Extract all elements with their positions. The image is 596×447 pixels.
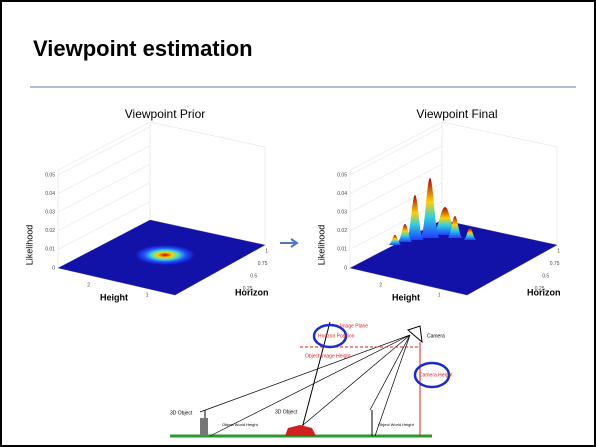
diagram-label: Object Image Height xyxy=(305,353,351,359)
z-tick-label: 0.05 xyxy=(45,172,55,178)
z-tick-label: 0.04 xyxy=(45,191,55,197)
z-tick-label: 0.01 xyxy=(337,247,347,253)
z-axis-label: Likelihood xyxy=(316,225,326,266)
z-tick-label: 0.03 xyxy=(45,210,55,216)
slide: Viewpoint estimation Viewpoint Prior 0.05… xyxy=(0,0,596,447)
z-tick-label: 0.01 xyxy=(45,247,55,253)
diagram: Image Plane Horizon Position Camera Obje… xyxy=(165,318,453,440)
height-tick-label: 2 xyxy=(87,282,90,288)
z-tick-label: 0.02 xyxy=(45,228,55,234)
diagram-label: Camera xyxy=(427,333,445,339)
z-tick-label: 0 xyxy=(52,265,55,271)
horizon-tick-label: 1 xyxy=(557,249,560,255)
height-tick-label: 1 xyxy=(146,292,149,298)
x-axis-label: Height xyxy=(392,292,420,302)
diagram-label: Horizon Position xyxy=(318,333,355,339)
diagram-label: Object World Height xyxy=(378,422,415,427)
horizon-tick-label: 0.5 xyxy=(542,274,549,280)
z-tick-label: 0.03 xyxy=(337,210,347,216)
diagram-label: 3D Object xyxy=(275,409,298,415)
horizon-tick-label: 1 xyxy=(265,249,268,255)
horizon-tick-label: 0.75 xyxy=(258,261,268,267)
plot-caption: Viewpoint Final xyxy=(416,107,497,121)
y-axis-label: Horizon xyxy=(235,287,269,297)
person-icon xyxy=(200,418,208,436)
z-tick-label: 0.02 xyxy=(337,228,347,234)
plot-caption: Viewpoint Prior xyxy=(125,107,205,121)
horizon-tick-label: 0.75 xyxy=(550,261,560,267)
z-tick-label: 0.05 xyxy=(337,172,347,178)
surface-peak xyxy=(135,245,195,265)
height-tick-label: 1 xyxy=(438,292,441,298)
diagram-label: Image Plane xyxy=(340,323,368,329)
z-tick-label: 0.04 xyxy=(337,191,347,197)
z-tick-label: 0 xyxy=(344,265,347,271)
diagram-label: 3D Object xyxy=(170,410,193,416)
diagram-label: Object World Height xyxy=(222,422,259,427)
x-axis-label: Height xyxy=(100,292,128,302)
y-axis-label: Horizon xyxy=(527,287,561,297)
z-axis-label: Likelihood xyxy=(24,225,34,266)
horizon-tick-label: 0.5 xyxy=(250,274,257,280)
slide-title: Viewpoint estimation xyxy=(33,36,253,61)
diagram-label: Camera Height xyxy=(419,372,453,378)
height-tick-label: 2 xyxy=(379,282,382,288)
